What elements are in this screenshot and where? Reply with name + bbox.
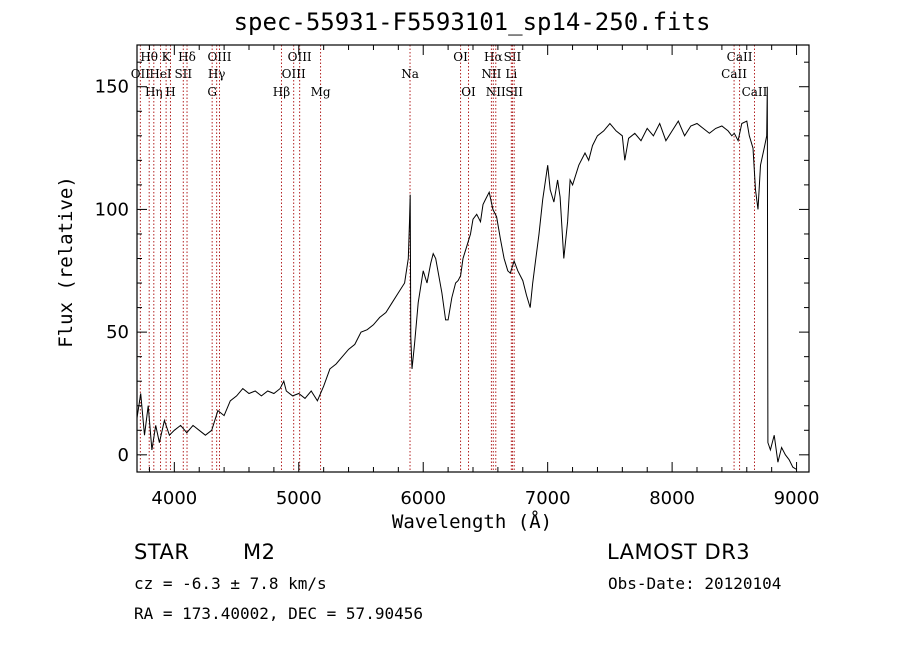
chart-title: spec-55931-F5593101_sp14-250.fits [234,8,711,36]
spectral-line-label: H [165,85,175,99]
observation-date: Obs-Date: 20120104 [608,574,782,593]
spectral-line-label: NII [481,67,501,81]
spectral-line-label: OI [453,50,468,64]
spectral-line-label: Hβ [273,85,290,99]
spectral-line-label: OIII [207,50,231,64]
spectral-line-label: CaII [721,67,747,81]
coordinates: RA = 173.40002, DEC = 57.90456 [134,604,423,623]
y-tick-label: 100 [95,199,129,220]
spectral-line-label: Hα [484,50,503,64]
spectral-line-label: Mg [311,85,331,99]
spectral-line-label: Hδ [178,50,196,64]
y-axis-label: Flux (relative) [55,176,77,348]
spectral-line-label: HeI [149,67,172,81]
spectral-line-label: Hη [145,85,163,99]
spectral-line-label: Hγ [208,67,226,81]
spectral-line-label: OIII [288,50,312,64]
spectral-line-label: G [207,85,217,99]
spectral-line-label: Na [401,67,419,81]
x-tick-label: 4000 [151,488,197,509]
x-axis-ticks: 4000 5000 6000 7000 8000 9000 [148,45,820,509]
y-tick-label: 150 [95,77,129,98]
x-tick-label: 9000 [774,488,820,509]
emission-line-markers: Hθ OII Hη HeI K H SII Hδ OIII Hγ G Hβ OIII OIII Mg Na OI… [131,45,768,472]
spectral-line-label: Li [505,67,517,81]
spectral-line-label: OI [461,85,476,99]
spectral-line-label: SII [174,67,192,81]
x-tick-label: 8000 [649,488,695,509]
spectral-line-label: Hθ [140,50,158,64]
spectral-line-label: SII [504,50,522,64]
spectral-line-label: OII [131,67,151,81]
spectrum-line [136,86,797,470]
plot-frame [136,44,810,473]
redshift-value: cz = -6.3 ± 7.8 km/s [134,574,327,593]
spectral-line-label: NII [486,85,506,99]
y-tick-label: 50 [106,322,129,343]
x-tick-label: 6000 [400,488,446,509]
x-tick-label: 5000 [276,488,322,509]
x-axis-label: Wavelength (Å) [392,510,552,533]
object-class: STAR [134,540,190,564]
spectral-line-label: CaII [742,85,768,99]
x-tick-label: 7000 [525,488,571,509]
survey-name: LAMOST DR3 [607,540,751,564]
spectral-line-label: SII [505,85,523,99]
y-axis-ticks: 0 50 100 150 [95,61,809,466]
y-tick-label: 0 [118,445,129,466]
object-subclass: M2 [243,540,276,564]
spectral-line-label: K [162,50,172,64]
spectral-line-label: OIII [282,67,306,81]
spectral-line-label: CaII [727,50,753,64]
